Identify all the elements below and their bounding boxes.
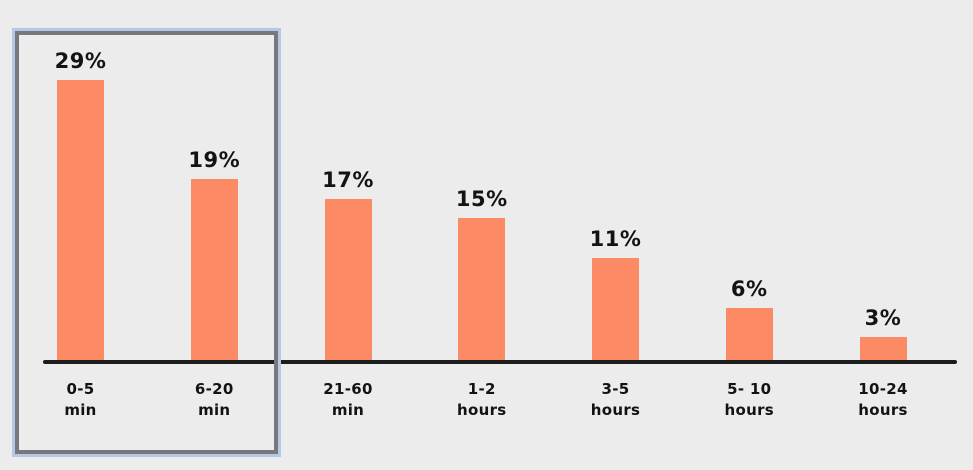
bar-value-label: 15% xyxy=(455,187,508,211)
bar-column: 6% xyxy=(682,0,816,360)
bar xyxy=(859,337,907,360)
bar-value-label: 19% xyxy=(188,148,241,172)
x-axis-baseline xyxy=(43,360,957,364)
x-axis-category-label: 5- 10 hours xyxy=(724,380,774,419)
bar-value-label: 11% xyxy=(589,227,642,251)
x-axis-category-label: 21-60 min xyxy=(323,380,373,419)
bar-column: 15% xyxy=(415,0,549,360)
bar xyxy=(592,258,639,360)
x-axis-category-label: 3-5 hours xyxy=(590,380,641,419)
bar-value-label: 6% xyxy=(730,277,768,301)
bar xyxy=(57,80,104,360)
bar-column: 3% xyxy=(816,0,950,360)
x-axis-category-label: 6-20 min xyxy=(194,380,234,419)
bar xyxy=(458,218,506,360)
x-axis-category-label: 10-24 hours xyxy=(858,380,908,419)
bar-column: 17% xyxy=(281,0,415,360)
bar-column: 19% xyxy=(147,0,281,360)
bar-value-label: 3% xyxy=(864,306,902,330)
x-axis-category-label: 0-5 min xyxy=(64,380,97,419)
bar xyxy=(190,179,238,360)
bar xyxy=(725,308,773,360)
bar xyxy=(324,199,372,360)
bar-column: 29% xyxy=(14,0,148,360)
bar-value-label: 17% xyxy=(322,168,374,192)
x-axis-category-label: 1-2 hours xyxy=(457,380,507,419)
bar-column: 11% xyxy=(549,0,683,360)
bar-value-label: 29% xyxy=(54,49,107,73)
